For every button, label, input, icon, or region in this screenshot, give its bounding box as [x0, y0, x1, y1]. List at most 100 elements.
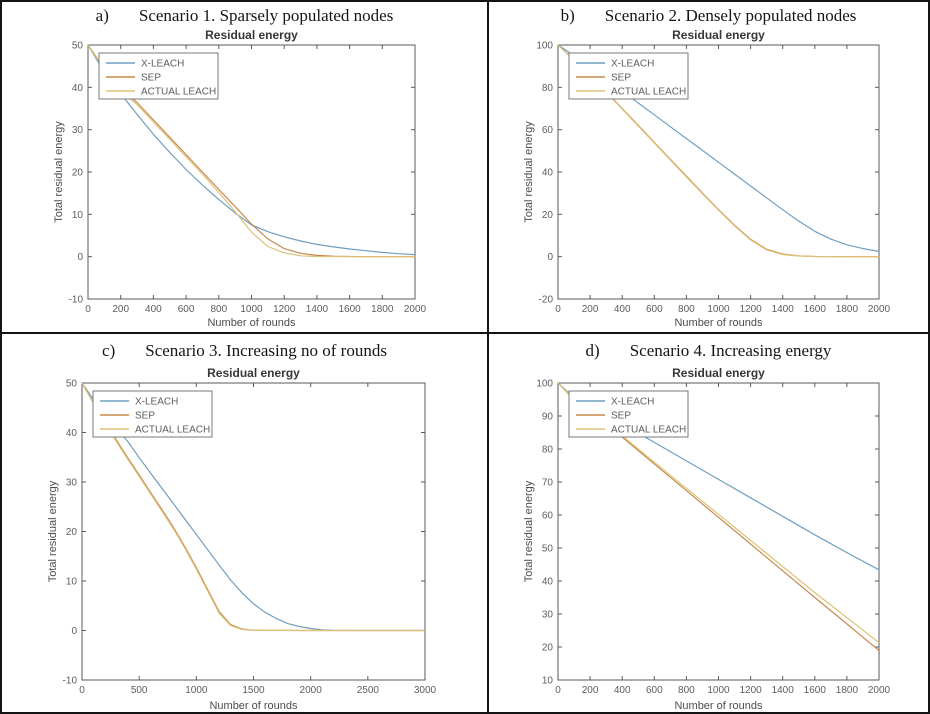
caption-letter-c: c) — [102, 341, 116, 360]
y-tick-label: 50 — [66, 379, 78, 390]
y-tick-label: 20 — [542, 210, 554, 221]
y-tick-label: 40 — [542, 577, 554, 588]
caption-letter-a: a) — [95, 6, 109, 25]
legend-label: ACTUAL LEACH — [611, 87, 686, 98]
chart-scenario-1: 0 200 400 600 800 1000 1200 1400 1600 1800 2000-10… — [53, 28, 427, 329]
caption-text-c: Scenario 3. Increasing no of rounds — [145, 341, 387, 360]
x-tick-label: 600 — [646, 685, 663, 696]
x-tick-label: 2000 — [300, 685, 323, 696]
chart-scenario-2: 0 200 400 600 800 1000 1200 1400 1600 1800 2000-20… — [523, 28, 891, 329]
x-tick-label: 200 — [582, 685, 599, 696]
x-tick-label: 1000 — [707, 304, 730, 315]
x-tick-label: 600 — [178, 304, 195, 315]
x-tick-label: 400 — [145, 304, 162, 315]
y-tick-label: 40 — [72, 83, 84, 94]
legend-box — [98, 52, 219, 100]
y-tick-label: 80 — [542, 83, 554, 94]
x-tick-label: 1400 — [306, 304, 329, 315]
chart-title: Residual energy — [672, 28, 765, 42]
x-tick-label: 800 — [678, 304, 695, 315]
y-tick-label: 60 — [542, 125, 554, 136]
y-tick-label: 100 — [536, 379, 553, 390]
y-tick-label: -20 — [539, 295, 554, 306]
x-tick-label: 1600 — [804, 304, 827, 315]
panel-a-scenario-1: a) Scenario 1. Sparsely populated nodes … — [2, 2, 489, 334]
x-tick-label: 1800 — [836, 304, 859, 315]
x-tick-label: 2000 — [404, 304, 427, 315]
caption-letter-d: d) — [585, 341, 600, 360]
y-tick-label: 30 — [542, 610, 554, 621]
x-axis-label: Number of rounds — [207, 317, 296, 329]
legend-label: ACTUAL LEACH — [135, 425, 210, 436]
y-axis-label: Total residual energy — [523, 121, 535, 223]
panel-b-scenario-2: b) Scenario 2. Densely populated nodes 0… — [489, 2, 928, 334]
y-tick-label: -10 — [69, 295, 84, 306]
legend-label: ACTUAL LEACH — [141, 87, 216, 98]
series-line-x-leach — [81, 382, 425, 632]
legend-label: X-LEACH — [611, 397, 654, 408]
x-tick-label: 800 — [210, 304, 227, 315]
x-axis-label: Number of rounds — [674, 700, 763, 712]
y-tick-label: 30 — [66, 478, 78, 489]
x-tick-label: 2500 — [357, 685, 380, 696]
x-tick-label: 1000 — [240, 304, 263, 315]
y-tick-label: 0 — [77, 252, 83, 263]
legend-label: X-LEACH — [611, 59, 654, 70]
y-tick-label: 90 — [542, 412, 554, 423]
x-tick-label: 500 — [131, 685, 148, 696]
legend-label: X-LEACH — [141, 59, 184, 70]
x-tick-label: 400 — [614, 685, 631, 696]
caption-c: c) Scenario 3. Increasing no of rounds — [2, 334, 487, 363]
y-tick-label: 10 — [66, 577, 78, 588]
y-tick-label: 30 — [72, 125, 84, 136]
y-axis-label: Total residual energy — [47, 480, 59, 582]
panel-d-scenario-4: d) Scenario 4. Increasing energy 0 200 400… — [489, 334, 928, 712]
x-tick-label: 600 — [646, 304, 663, 315]
x-tick-label: 2000 — [868, 304, 891, 315]
x-tick-label: 1600 — [804, 685, 827, 696]
y-tick-label: 40 — [542, 168, 554, 179]
y-tick-label: 50 — [72, 41, 84, 52]
y-tick-label: 40 — [66, 428, 78, 439]
chart-title: Residual energy — [672, 366, 765, 380]
legend-label: ACTUAL LEACH — [611, 425, 686, 436]
caption-letter-b: b) — [560, 6, 575, 25]
caption-d: d) Scenario 4. Increasing energy — [489, 334, 928, 363]
legend-label: SEP — [611, 73, 631, 84]
legend-label: X-LEACH — [135, 397, 178, 408]
chart-scenario-3: 0 500 1000 1500 2000 2500 3000-1001020304050Re… — [47, 366, 437, 712]
y-tick-label: 60 — [542, 511, 554, 522]
caption-b: b) Scenario 2. Densely populated nodes — [489, 2, 928, 28]
x-tick-label: 0 — [555, 685, 561, 696]
x-tick-label: 1200 — [739, 685, 762, 696]
y-tick-label: 20 — [72, 168, 84, 179]
series-line-actual-leach — [81, 382, 425, 632]
y-tick-label: 80 — [542, 445, 554, 456]
y-tick-label: 70 — [542, 478, 554, 489]
caption-text-b: Scenario 2. Densely populated nodes — [604, 6, 857, 25]
y-tick-label: 0 — [71, 626, 77, 637]
x-tick-label: 1200 — [739, 304, 762, 315]
chart-scenario-4: 0 200 400 600 800 1000 1200 1400 1600 1800 2000 10 2… — [523, 366, 891, 712]
x-tick-label: 1000 — [707, 685, 730, 696]
x-tick-label: 1800 — [371, 304, 394, 315]
x-tick-label: 1200 — [273, 304, 296, 315]
chart-title: Residual energy — [207, 366, 300, 380]
y-tick-label: 0 — [547, 252, 553, 263]
x-tick-label: 1000 — [185, 685, 208, 696]
legend-label: SEP — [135, 411, 155, 422]
x-tick-label: 400 — [614, 304, 631, 315]
x-tick-label: 1600 — [338, 304, 361, 315]
y-tick-label: 100 — [536, 41, 553, 52]
chart-title: Residual energy — [205, 28, 298, 42]
x-tick-label: 1400 — [772, 685, 795, 696]
caption-text-a: Scenario 1. Sparsely populated nodes — [138, 6, 394, 25]
x-tick-label: 0 — [555, 304, 561, 315]
legend-label: SEP — [141, 73, 161, 84]
caption-text-d: Scenario 4. Increasing energy — [629, 341, 832, 360]
y-axis-label: Total residual energy — [53, 121, 65, 223]
y-tick-label: 10 — [542, 676, 554, 687]
y-axis-label: Total residual energy — [523, 480, 535, 582]
x-tick-label: 200 — [582, 304, 599, 315]
